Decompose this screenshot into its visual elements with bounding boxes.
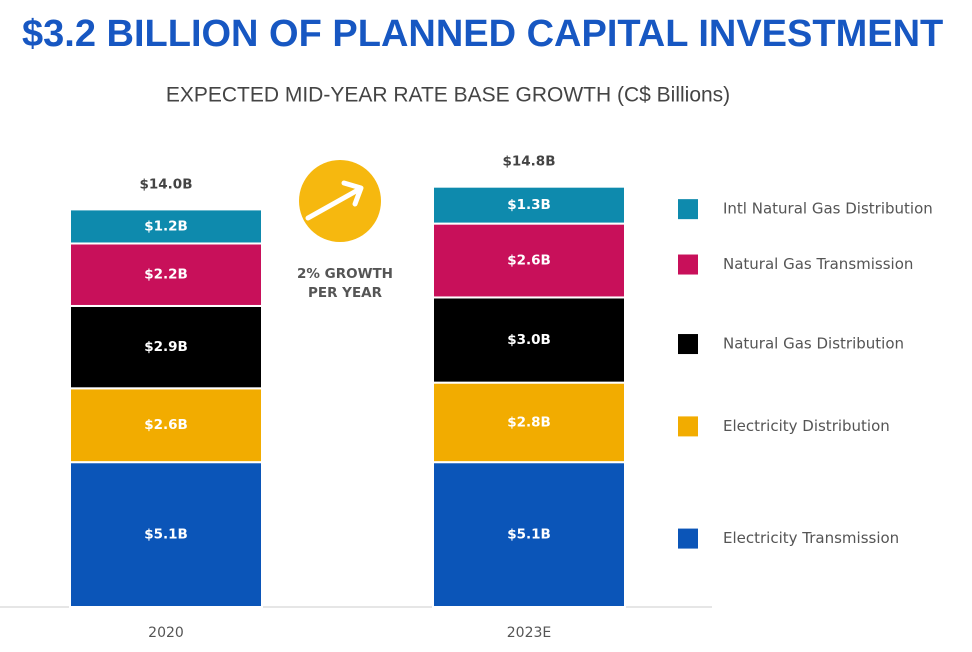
x-tick-label: 2023E: [507, 625, 551, 641]
legend-label: Electricity Transmission: [723, 529, 899, 547]
total-label: $14.8B: [503, 154, 556, 170]
legend-swatch: [678, 334, 698, 355]
bar-segment: [69, 461, 263, 608]
legend-label: Intl Natural Gas Distribution: [723, 200, 933, 218]
bar-segment: [69, 387, 263, 464]
x-tick-label: 2020: [148, 625, 184, 641]
bar-segment: [69, 208, 263, 245]
bar-segment: [432, 222, 626, 299]
chart-title: $3.2 BILLION OF PLANNED CAPITAL INVESTME…: [22, 13, 943, 55]
value-label: $5.1B: [144, 527, 188, 543]
icon-arrow-head: [341, 180, 364, 207]
legend-label: Electricity Distribution: [723, 417, 890, 435]
legend-label: Natural Gas Transmission: [723, 255, 913, 273]
legend-swatch: [678, 416, 698, 437]
value-label: $1.3B: [507, 197, 551, 213]
bar-segment: [432, 381, 626, 464]
bar-segment: [432, 461, 626, 608]
bar-segment: [432, 185, 626, 225]
chart-subtitle: EXPECTED MID-YEAR RATE BASE GROWTH (C$ B…: [166, 84, 730, 107]
icon-arrow: [305, 187, 361, 221]
legend-swatch: [678, 199, 698, 220]
value-label: $1.2B: [144, 218, 188, 234]
legend-swatch: [678, 254, 698, 275]
value-label: $2.2B: [144, 267, 188, 283]
value-label: $2.8B: [507, 414, 551, 430]
annotation: 2% GROWTH: [297, 266, 393, 282]
growth-icon: [299, 160, 381, 242]
value-label: $2.6B: [144, 417, 188, 433]
legend-swatch: [678, 528, 698, 549]
value-label: $2.6B: [507, 253, 551, 269]
legend-label: Natural Gas Distribution: [723, 335, 904, 353]
value-label: $3.0B: [507, 332, 551, 348]
bar-segment: [69, 304, 263, 390]
total-label: $14.0B: [140, 176, 193, 192]
annotation: PER YEAR: [308, 285, 383, 301]
value-label: $5.1B: [507, 527, 551, 543]
value-label: $2.9B: [144, 339, 188, 355]
